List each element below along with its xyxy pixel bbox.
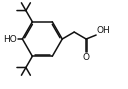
Text: O: O <box>83 53 90 62</box>
Text: OH: OH <box>96 26 110 35</box>
Text: HO: HO <box>3 35 17 44</box>
